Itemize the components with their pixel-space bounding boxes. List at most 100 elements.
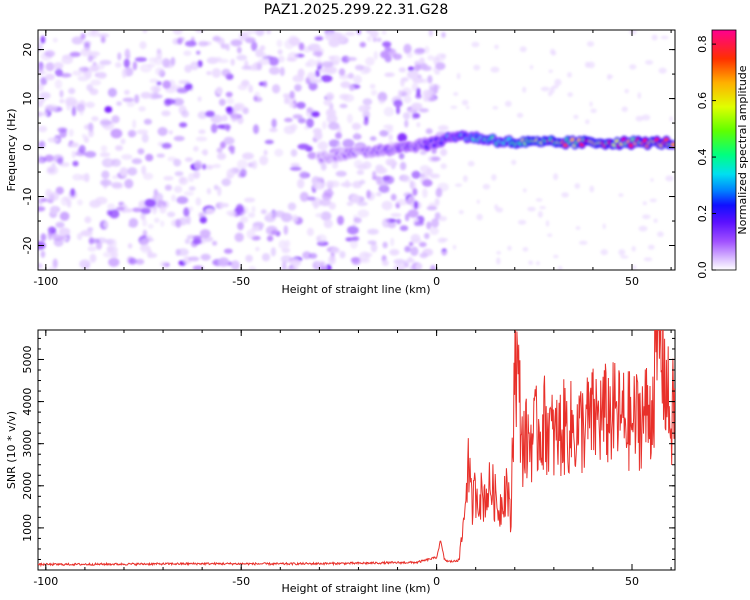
noise-blob — [107, 87, 117, 98]
main-title: PAZ1.2025.299.22.31.G28 — [264, 2, 449, 18]
noise-blob — [151, 204, 158, 215]
noise-blob — [403, 43, 412, 54]
noise-blob — [52, 234, 64, 242]
noise-blob — [287, 202, 297, 211]
noise-blob — [230, 260, 240, 270]
noise-blob — [248, 212, 256, 218]
noise-blob — [585, 119, 590, 125]
noise-blob — [290, 149, 298, 157]
noise-blob — [440, 53, 447, 58]
noise-blob — [99, 59, 112, 66]
noise-blob — [429, 173, 440, 179]
noise-blob — [40, 76, 48, 86]
noise-blob — [467, 160, 475, 167]
noise-blob — [321, 61, 334, 68]
noise-blob — [115, 145, 123, 151]
noise-blob — [106, 245, 114, 253]
noise-blob — [345, 31, 356, 36]
noise-blob — [382, 218, 391, 228]
noise-blob — [313, 182, 325, 190]
noise-blob — [226, 97, 235, 105]
noise-blob — [156, 48, 162, 54]
noise-blob — [441, 31, 446, 38]
noise-blob — [367, 228, 379, 235]
noise-blob — [211, 68, 221, 78]
noise-blob — [184, 238, 191, 244]
noise-blob — [419, 165, 430, 173]
noise-blob — [278, 240, 287, 249]
noise-blob — [406, 52, 413, 59]
noise-blob — [553, 254, 559, 259]
noise-blob — [414, 64, 421, 72]
snr-frame — [37, 329, 676, 571]
noise-blob — [210, 114, 223, 124]
noise-blob — [412, 188, 418, 196]
noise-blob — [385, 158, 396, 166]
noise-blob — [320, 211, 332, 221]
noise-blob — [100, 36, 106, 44]
noise-blob — [168, 130, 173, 135]
noise-blob — [384, 46, 392, 52]
noise-blob — [403, 261, 410, 268]
noise-blob — [225, 91, 233, 98]
noise-blob — [473, 64, 481, 71]
spectrogram-x-axis-title: Height of straight line (km) — [281, 283, 430, 296]
noise-blob — [212, 164, 221, 168]
noise-blob — [88, 238, 101, 244]
noise-blob — [428, 83, 441, 91]
noise-blob — [183, 191, 194, 197]
noise-blob — [365, 56, 375, 66]
noise-blob — [38, 111, 43, 117]
noise-blob — [198, 129, 206, 134]
noise-blob — [161, 142, 172, 149]
noise-blob — [352, 124, 362, 129]
noise-blob — [217, 58, 229, 64]
noise-blob — [396, 106, 400, 115]
noise-blob — [401, 77, 409, 82]
noise-blob — [91, 116, 99, 122]
noise-blob — [426, 221, 432, 230]
noise-blob — [629, 30, 637, 35]
noise-blob — [85, 101, 95, 108]
noise-blob — [190, 61, 200, 71]
noise-blob — [397, 89, 403, 99]
noise-blob — [122, 97, 135, 103]
noise-blob — [260, 52, 267, 58]
noise-blob — [127, 129, 137, 138]
noise-blob — [38, 158, 44, 164]
noise-blob — [409, 265, 418, 270]
noise-blob — [277, 55, 285, 63]
noise-blob — [126, 101, 135, 108]
noise-blob — [253, 124, 259, 135]
noise-blob — [529, 65, 534, 70]
noise-blob — [346, 113, 353, 124]
noise-blob — [357, 209, 370, 218]
noise-blob — [590, 108, 597, 114]
noise-blob — [378, 166, 386, 172]
noise-blob — [618, 193, 624, 197]
noise-blob — [408, 241, 414, 247]
noise-blob — [41, 111, 48, 117]
noise-blob — [101, 170, 110, 179]
noise-blob — [142, 30, 148, 33]
noise-blob — [226, 210, 237, 216]
noise-blob — [651, 34, 658, 41]
noise-blob — [93, 63, 105, 70]
noise-blob — [89, 51, 100, 57]
noise-blob — [45, 62, 55, 72]
noise-blob — [292, 74, 304, 83]
noise-blob — [179, 217, 188, 226]
noise-blob — [377, 91, 388, 102]
y-tick-label: 4000 — [21, 388, 34, 416]
noise-blob — [573, 114, 579, 119]
noise-blob — [337, 33, 346, 43]
noise-blob — [325, 92, 335, 101]
noise-blob — [527, 206, 536, 212]
noise-blob — [220, 141, 226, 149]
noise-blob — [131, 158, 143, 165]
noise-blob — [362, 110, 371, 120]
noise-blob — [378, 99, 385, 105]
noise-blob — [160, 220, 165, 227]
noise-blob — [172, 98, 184, 106]
noise-blob — [411, 238, 422, 244]
